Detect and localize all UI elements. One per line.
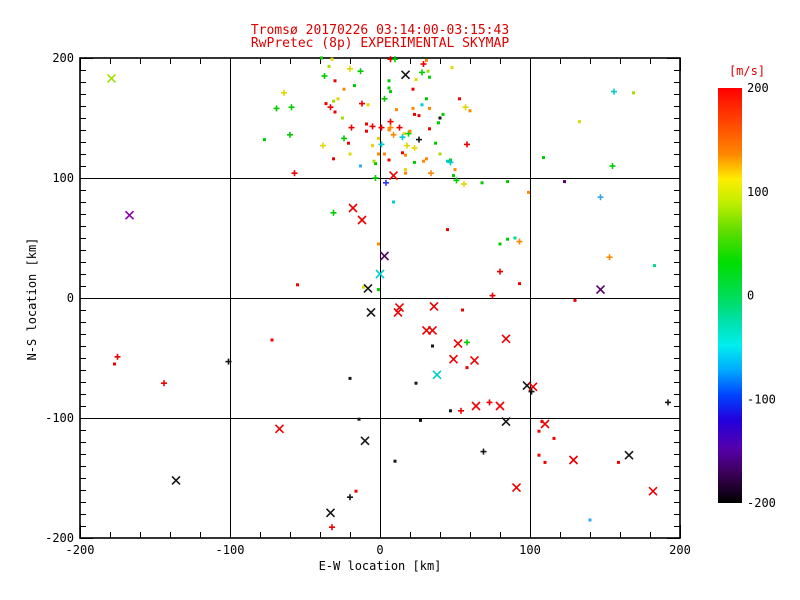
x-tick-label: 200 — [669, 543, 691, 557]
grid-lines — [80, 58, 680, 538]
plot-title-line2: RwPretec (8p) EXPERIMENTAL SKYMAP — [250, 36, 510, 51]
y-tick-labels: 200 100 0 -100 -200 — [45, 51, 74, 545]
y-tick-label: 0 — [67, 291, 74, 305]
colorbar — [718, 88, 742, 503]
y-axis-label: N-S location [km] — [25, 237, 39, 361]
colorbar-tick-label: 0 — [747, 289, 754, 303]
colorbar-tick-label: 100 — [747, 185, 769, 199]
axis-ticks — [80, 58, 681, 539]
plot-title-line1: Tromsø 20170226 03:14:00-03:15:43 — [250, 23, 510, 38]
x-tick-label: -100 — [216, 543, 245, 557]
x-tick-labels: -200 -100 0 100 200 — [66, 543, 691, 557]
y-tick-label: 200 — [52, 51, 74, 65]
scatter-points — [106, 56, 671, 531]
y-tick-label: 100 — [52, 171, 74, 185]
colorbar-tick-label: -200 — [747, 496, 776, 510]
y-tick-label: -200 — [45, 531, 74, 545]
colorbar-unit-label: [m/s] — [728, 64, 766, 78]
colorbar-tick-label: -100 — [747, 392, 776, 406]
colorbar-tick-label: 200 — [747, 81, 769, 95]
x-tick-label: -200 — [66, 543, 95, 557]
x-tick-label: 0 — [376, 543, 383, 557]
x-axis-label: E-W location [km] — [318, 559, 442, 573]
y-tick-label: -100 — [45, 411, 74, 425]
x-tick-label: 100 — [519, 543, 541, 557]
colorbar-tick-labels: 200 100 0 -100 -200 — [747, 81, 776, 510]
